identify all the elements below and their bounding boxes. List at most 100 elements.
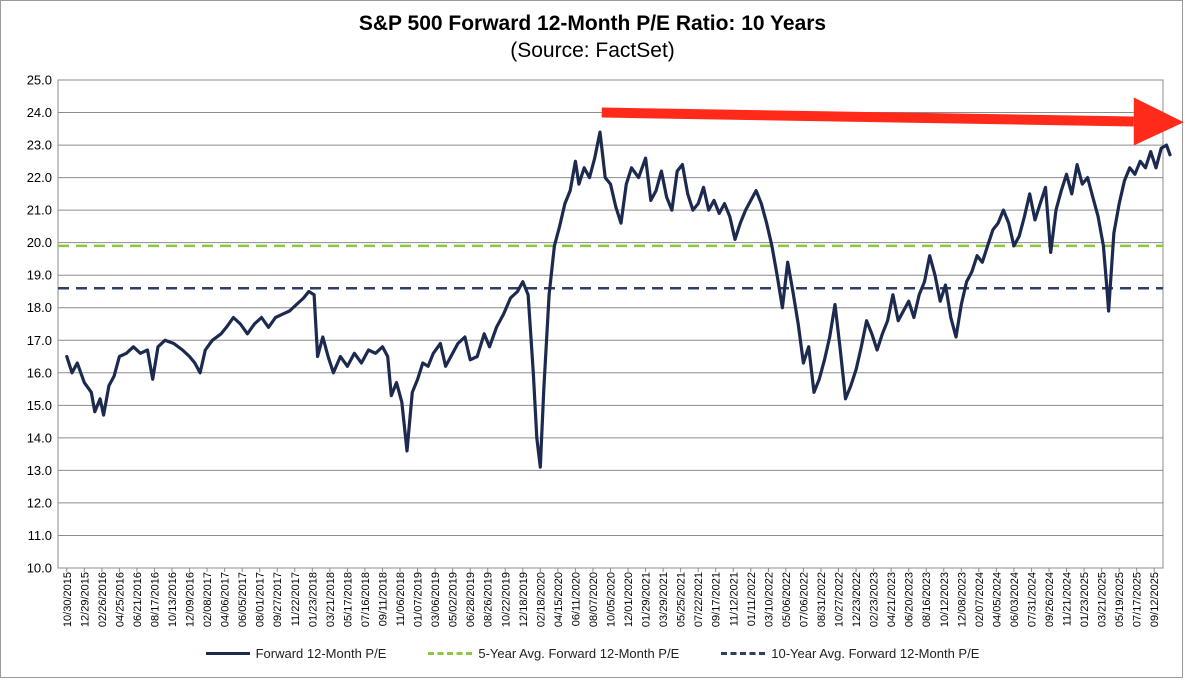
legend-label-10yr-avg: 10-Year Avg. Forward 12-Month P/E [771,646,980,661]
gridlines [57,79,1164,569]
x-tick-label: 12/18/2019 [518,572,530,627]
x-tick-label: 04/05/2024 [991,572,1003,627]
x-tick-label: 11/12/2021 [728,572,740,626]
y-tick-label: 13.0 [27,463,52,478]
y-tick-label: 16.0 [27,365,52,380]
reference-lines [58,244,1163,290]
x-tick-label: 07/17/2025 [1132,572,1144,627]
x-tick-label: 12/01/2020 [623,572,635,627]
x-tick-label: 06/28/2019 [465,572,477,627]
x-tick-label: 04/21/2023 [886,572,898,627]
x-tick-label: 02/07/2024 [974,572,986,627]
x-tick-label: 08/16/2023 [921,572,933,627]
x-tick-label: 06/05/2017 [237,572,249,627]
series-line-forward-pe [65,130,1172,469]
x-tick-label: 02/08/2017 [202,572,214,627]
x-tick-label: 12/29/2015 [79,572,91,627]
x-tick-label: 06/20/2023 [904,572,916,627]
x-tick-label: 02/18/2020 [535,572,547,627]
x-tick-label: 08/01/2017 [255,572,267,627]
x-tick-label: 10/27/2022 [834,572,846,627]
x-tick-label: 08/26/2019 [483,572,495,627]
x-tick-label: 03/21/2018 [325,572,337,627]
x-tick-label: 09/27/2017 [272,572,284,627]
x-tick-label: 06/11/2020 [570,572,582,626]
x-tick-label: 03/10/2022 [763,572,775,627]
x-tick-label: 03/06/2019 [430,572,442,627]
x-tick-label: 03/29/2021 [658,572,670,627]
x-tick-label: 01/23/2018 [307,572,319,627]
x-tick-label: 09/17/2021 [711,572,723,627]
x-tick-label: 10/30/2015 [62,572,74,627]
y-tick-label: 11.0 [28,528,52,543]
x-tick-label: 09/11/2018 [377,572,389,626]
x-tick-label: 05/19/2025 [1114,572,1126,627]
x-tick-label: 12/23/2022 [851,572,863,627]
y-tick-label: 15.0 [27,398,52,413]
x-tick-label: 12/09/2016 [185,572,197,627]
y-tick-label: 17.0 [27,333,52,348]
y-tick-label: 23.0 [27,138,52,153]
x-tick-label: 05/25/2021 [676,572,688,627]
arrow-shaft [601,107,1134,127]
x-tick-label: 01/11/2022 [746,572,758,626]
arrow-head [1133,97,1184,146]
x-tick-label: 07/06/2022 [798,572,810,627]
x-tick-label: 01/23/2025 [1079,572,1091,627]
legend-label-5yr-avg: 5-Year Avg. Forward 12-Month P/E [478,646,680,661]
y-tick-label: 14.0 [27,430,52,445]
x-tick-label: 01/29/2021 [641,572,653,627]
x-tick-label: 11/06/2018 [395,572,407,626]
y-tick-label: 20.0 [27,235,52,250]
annotation-layer [601,97,1184,146]
legend-swatch-10yr-avg [721,652,766,655]
x-tick-label: 10/05/2020 [606,572,618,627]
y-tick-label: 24.0 [27,105,52,120]
x-tick-label: 07/16/2018 [360,572,372,627]
x-tick-label: 07/22/2021 [693,572,705,627]
legend-swatch-forward-pe [205,652,250,655]
chart-subtitle: (Source: FactSet) [510,39,675,62]
x-tick-label: 05/02/2019 [448,572,460,627]
legend-label-forward-pe: Forward 12-Month P/E [255,646,387,661]
x-tick-label: 04/06/2017 [220,572,232,627]
y-tick-label: 12.0 [27,495,52,510]
x-tick-label: 09/12/2025 [1149,572,1161,627]
x-tick-label: 06/21/2016 [132,572,144,627]
x-tick-label: 01/07/2019 [413,572,425,627]
y-tick-label: 21.0 [27,203,52,218]
x-tick-label: 02/23/2023 [869,572,881,627]
legend-item-5yr-avg: 5-Year Avg. Forward 12-Month P/E [428,646,679,661]
x-tick-label: 10/22/2019 [500,572,512,627]
x-tick-label: 06/03/2024 [1009,572,1021,627]
y-tick-label: 18.0 [27,300,52,315]
chart-title: S&P 500 Forward 12-Month P/E Ratio: 10 Y… [358,12,827,35]
x-tick-label: 08/07/2020 [588,572,600,627]
x-tick-label: 08/31/2022 [816,572,828,627]
legend: Forward 12-Month P/E 5-Year Avg. Forward… [0,646,1185,661]
y-tick-label: 25.0 [27,73,52,88]
x-tick-label: 11/22/2017 [290,572,302,626]
x-tick-label: 02/26/2016 [97,572,109,627]
x-tick-label: 09/26/2024 [1044,572,1056,627]
x-tick-label: 12/08/2023 [956,572,968,627]
x-tick-label: 05/06/2022 [781,572,793,627]
y-tick-label: 10.0 [27,561,52,576]
x-tick-label: 03/21/2025 [1097,572,1109,627]
y-tick-label: 22.0 [27,170,52,185]
series-layer [65,130,1172,469]
legend-item-forward-pe: Forward 12-Month P/E [205,646,387,661]
x-tick-label: 10/13/2016 [167,572,179,627]
x-tick-label: 10/12/2023 [939,572,951,627]
legend-swatch-5yr-avg [428,652,473,655]
legend-item-10yr-avg: 10-Year Avg. Forward 12-Month P/E [721,646,979,661]
x-tick-label: 05/17/2018 [342,572,354,627]
x-tick-label: 04/15/2020 [553,572,565,627]
y-tick-label: 19.0 [27,268,52,283]
x-tick-label: 04/25/2016 [114,572,126,627]
plot-border [57,79,1164,569]
x-tick-label: 08/17/2016 [149,572,161,627]
x-tick-label: 07/31/2024 [1026,572,1038,627]
